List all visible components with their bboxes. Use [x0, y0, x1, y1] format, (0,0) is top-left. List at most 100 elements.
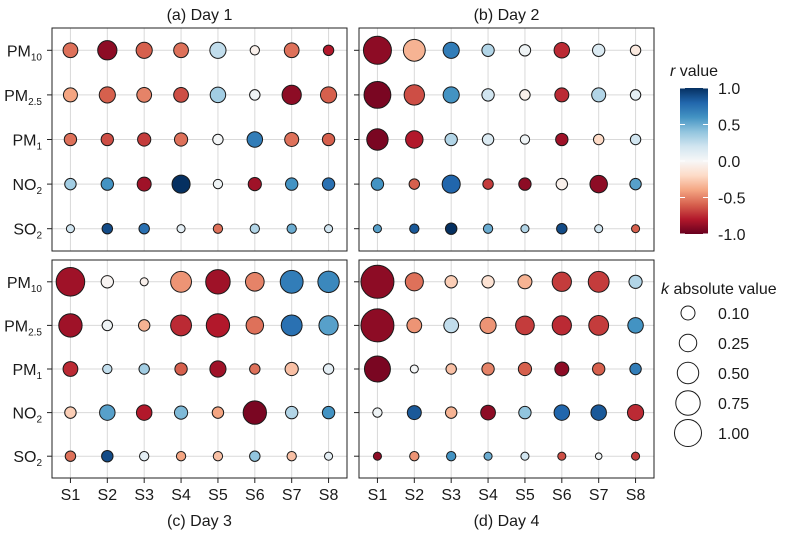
x-tick-label: S7	[589, 487, 609, 504]
size-legend-circle	[674, 419, 702, 447]
panel-title: (d) Day 4	[474, 513, 540, 530]
bubble	[283, 42, 300, 59]
bubble	[249, 45, 260, 56]
y-tick-label: PM2.5	[4, 88, 42, 108]
bubble	[212, 223, 224, 234]
bubble	[402, 38, 426, 62]
x-tick-label: S6	[552, 487, 572, 504]
bubble	[443, 317, 460, 334]
bubble	[138, 363, 150, 375]
bubble	[101, 319, 114, 332]
bubble	[246, 131, 264, 148]
bubble	[553, 42, 571, 59]
y-tick-label: PM1	[12, 133, 42, 153]
bubble	[100, 177, 114, 191]
x-tick-label: S1	[368, 487, 388, 504]
bubble	[209, 41, 227, 59]
size-legend-label: 0.50	[718, 366, 749, 383]
bubble	[137, 319, 151, 332]
bubble	[629, 133, 642, 146]
bubble	[362, 35, 392, 65]
bubble	[209, 360, 227, 378]
bubble	[626, 404, 645, 422]
bubble	[592, 133, 605, 146]
bubble	[101, 222, 114, 235]
x-tick-label: S5	[208, 487, 228, 504]
bubble	[209, 86, 227, 104]
bubble	[629, 362, 642, 376]
bubble	[249, 450, 261, 462]
bubble	[138, 222, 150, 235]
bubble	[173, 405, 189, 420]
bubble	[284, 131, 300, 148]
bubble	[366, 128, 389, 151]
size-legend-circle	[678, 333, 698, 353]
bubble	[520, 224, 530, 234]
bubble	[519, 134, 531, 145]
colorbar-tick-label: 0.0	[718, 154, 740, 171]
color-legend-title: r value	[670, 63, 718, 80]
bubble	[173, 132, 189, 147]
size-legend-circle	[676, 361, 700, 385]
bubble	[370, 177, 385, 191]
size-legend-label: 1.00	[718, 426, 749, 443]
size-legend: k absolute value 0.10 0.25 0.50 0.75 1.00	[661, 281, 777, 447]
bubble	[136, 87, 153, 103]
bubble	[281, 84, 302, 106]
bubble	[212, 451, 224, 462]
panels: PM10 PM2.5 PM1 NO2 SO2 (a) Day 1 (b) Day 2 S1 S2…	[4, 7, 655, 530]
panel-title: (a) Day 1	[167, 7, 233, 24]
x-tick-label: S1	[61, 487, 81, 504]
bubble	[594, 224, 604, 234]
bubble	[554, 361, 570, 377]
bubble	[136, 176, 152, 192]
bubble	[55, 267, 86, 297]
bubble	[372, 451, 382, 461]
bubble	[555, 132, 569, 147]
y-tick-label: NO2	[12, 177, 42, 197]
colorbar-tick-label: -0.5	[718, 191, 746, 208]
bubble	[627, 317, 644, 334]
bubble	[62, 42, 79, 59]
size-legend-label: 0.75	[718, 396, 749, 413]
x-tick-label: S5	[515, 487, 535, 504]
bubble	[442, 41, 460, 59]
bubble	[247, 177, 262, 192]
bubble	[481, 362, 495, 376]
panel-1: PM10 PM2.5 PM1 NO2 SO2 (a) Day 1	[4, 7, 348, 252]
bubble	[245, 316, 265, 335]
bubble	[409, 451, 420, 462]
bubble	[64, 177, 77, 191]
bubble	[588, 315, 610, 336]
bubble	[589, 174, 608, 194]
bubble	[322, 44, 335, 57]
x-tick-label: S7	[282, 487, 302, 504]
bubble	[101, 449, 114, 463]
bubble	[629, 89, 642, 101]
bubble	[99, 404, 116, 421]
x-tick-label: S2	[98, 487, 118, 504]
bubble	[372, 224, 382, 234]
bubble	[372, 407, 383, 418]
bubble	[319, 86, 338, 104]
bubble	[444, 222, 458, 235]
bubble	[403, 84, 425, 106]
bubble	[324, 451, 334, 461]
bubble	[64, 450, 77, 462]
y-tick-label: PM10	[7, 43, 43, 63]
bubble	[628, 274, 643, 289]
y-tick-label: PM10	[7, 275, 43, 295]
bubble	[137, 132, 152, 147]
bubble	[318, 315, 339, 336]
bubble	[139, 451, 150, 462]
bubble	[629, 44, 642, 57]
bubble	[556, 222, 568, 235]
bubble	[174, 362, 188, 376]
bubble	[242, 400, 267, 425]
bubble	[444, 132, 458, 147]
bubble	[244, 271, 265, 292]
bubble	[286, 451, 297, 462]
